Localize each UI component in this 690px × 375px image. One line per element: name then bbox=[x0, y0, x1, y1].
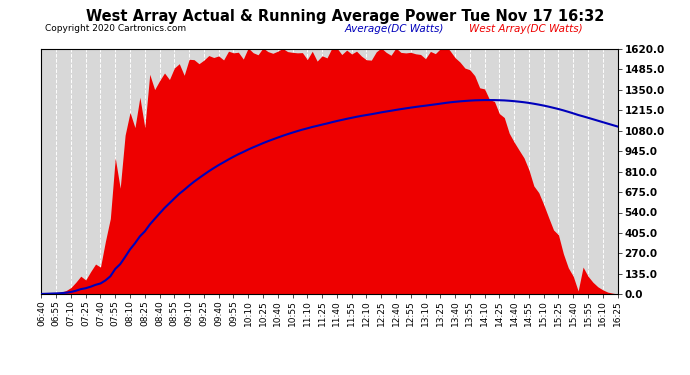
Text: West Array Actual & Running Average Power Tue Nov 17 16:32: West Array Actual & Running Average Powe… bbox=[86, 9, 604, 24]
Text: West Array(DC Watts): West Array(DC Watts) bbox=[469, 24, 583, 34]
Text: Copyright 2020 Cartronics.com: Copyright 2020 Cartronics.com bbox=[45, 24, 186, 33]
Text: Average(DC Watts): Average(DC Watts) bbox=[345, 24, 444, 34]
